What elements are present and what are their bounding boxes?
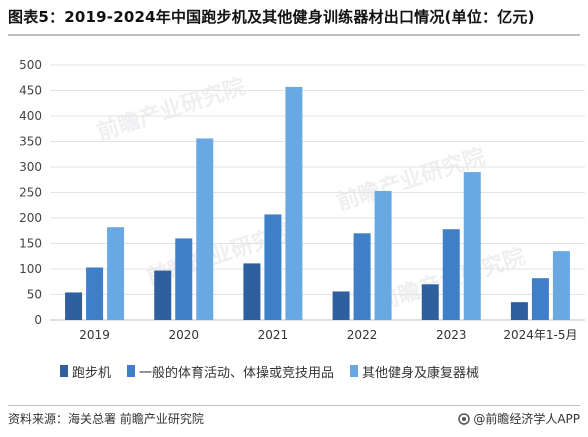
bar-1 <box>510 302 528 320</box>
source-note: 资料来源：海关总署 前瞻产业研究院 <box>8 412 204 426</box>
x-tick-label: 2022 <box>347 328 378 342</box>
legend-item-2: 一般的体育活动、体操或竞技用品 <box>127 362 334 381</box>
x-tick-label: 2020 <box>168 328 199 342</box>
y-tick-label: 500 <box>19 58 42 72</box>
legend-item-1: 跑步机 <box>60 362 111 381</box>
watermark-text-1: 前瞻产业研究院 <box>94 73 249 145</box>
y-tick-label: 350 <box>19 135 42 149</box>
bar-chart: 前瞻产业研究院前瞻产业研究院前瞻产业研究院前瞻产业研究院050100150200… <box>19 58 585 342</box>
legend-swatch-3 <box>350 365 359 377</box>
bar-1 <box>65 292 83 320</box>
legend-label-3: 其他健身及康复器械 <box>362 365 480 381</box>
bar-2 <box>264 214 282 320</box>
bar-2 <box>531 278 549 320</box>
y-tick-label: 200 <box>19 211 42 225</box>
bar-1 <box>243 263 261 320</box>
chart-legend: 跑步机 一般的体育活动、体操或竞技用品 其他健身及康复器械 <box>60 362 495 381</box>
x-tick-label: 2021 <box>258 328 289 342</box>
bar-2 <box>442 229 460 320</box>
brand-text: @前瞻经济学人APP <box>473 412 580 426</box>
legend-swatch-1 <box>60 365 68 377</box>
y-tick-label: 100 <box>19 262 42 276</box>
bar-3 <box>285 86 303 321</box>
footer-divider <box>8 405 580 406</box>
y-tick-label: 400 <box>19 109 42 123</box>
x-tick-label: 2023 <box>436 328 467 342</box>
x-tick-label: 2024年1-5月 <box>503 328 577 342</box>
bar-3 <box>196 138 214 320</box>
bar-2 <box>353 233 371 320</box>
brand-credit: @前瞻经济学人APP <box>458 410 580 427</box>
legend-item-3: 其他健身及康复器械 <box>350 362 479 381</box>
legend-swatch-2 <box>127 365 136 377</box>
bar-3 <box>552 251 570 320</box>
brand-logo-icon <box>458 412 471 425</box>
bar-2 <box>86 267 104 320</box>
chart-title: 图表5：2019-2024年中国跑步机及其他健身训练器材出口情况(单位：亿元) <box>8 8 535 26</box>
title-divider <box>8 34 580 36</box>
legend-label-1: 跑步机 <box>72 365 112 381</box>
bar-1 <box>332 291 350 320</box>
bar-3 <box>374 190 392 320</box>
y-tick-label: 250 <box>19 186 42 200</box>
y-tick-label: 0 <box>34 313 42 327</box>
bar-3 <box>107 227 125 320</box>
legend-label-2: 一般的体育活动、体操或竞技用品 <box>139 365 335 381</box>
bar-1 <box>421 284 439 320</box>
bar-3 <box>463 172 481 320</box>
y-tick-label: 50 <box>27 288 42 302</box>
y-tick-label: 300 <box>19 160 42 174</box>
bar-1 <box>154 270 172 320</box>
y-tick-label: 150 <box>19 237 42 251</box>
y-tick-label: 450 <box>19 84 42 98</box>
bar-2 <box>175 238 193 320</box>
x-tick-label: 2019 <box>79 328 110 342</box>
